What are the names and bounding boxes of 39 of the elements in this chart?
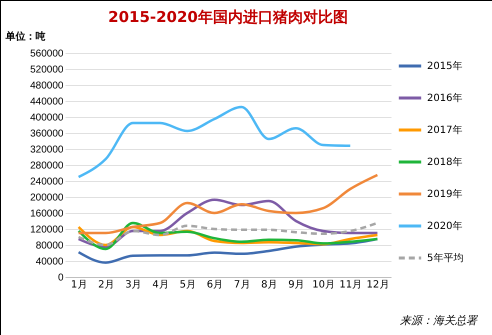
x-tick-label: 6月 xyxy=(206,280,224,290)
x-tick-label: 10月 xyxy=(312,280,335,290)
x-tick-label: 2月 xyxy=(98,280,114,290)
x-tick-label: 7月 xyxy=(234,280,250,290)
y-axis-title: 单位：吨 xyxy=(4,30,46,42)
y-tick-label: 280000 xyxy=(30,160,64,172)
y-tick-label: 240000 xyxy=(30,176,64,188)
y-tick-label: 560000 xyxy=(30,48,64,60)
legend-label: 2019年 xyxy=(427,188,462,200)
x-tick-label: 5月 xyxy=(180,280,196,290)
chart-title: 2015-2020年国内进口猪肉对比图 xyxy=(108,8,348,26)
y-tick-label: 0 xyxy=(58,272,64,284)
legend-label: 2018年 xyxy=(427,156,462,168)
line-series xyxy=(77,174,379,234)
x-tick-label: 3月 xyxy=(125,280,142,290)
legend-label: 2020年 xyxy=(427,220,462,232)
x-tick-label: 12月 xyxy=(366,280,390,290)
y-tick-label: 80000 xyxy=(36,240,64,252)
x-tick-label: 8月 xyxy=(261,280,278,290)
x-tick-label: 1月 xyxy=(70,280,88,290)
y-tick-label: 40000 xyxy=(36,256,64,268)
y-tick-label: 360000 xyxy=(30,128,64,140)
y-tick-label: 520000 xyxy=(30,64,64,76)
y-tick-label: 320000 xyxy=(30,144,64,156)
x-tick-label: 9月 xyxy=(288,280,305,290)
y-tick-label: 400000 xyxy=(30,112,64,124)
y-tick-label: 480000 xyxy=(30,80,64,92)
legend-label: 5年平均 xyxy=(427,252,464,264)
x-tick-label: 11月 xyxy=(339,280,362,290)
x-tick-label: 4月 xyxy=(152,280,169,290)
legend-label: 2017年 xyxy=(427,124,462,136)
source-note: 来源：海关总署 xyxy=(400,314,477,328)
y-tick-label: 160000 xyxy=(30,208,64,220)
legend-label: 2016年 xyxy=(427,92,462,104)
y-tick-label: 120000 xyxy=(30,224,64,236)
y-tick-label: 200000 xyxy=(30,192,64,204)
legend-label: 2015年 xyxy=(427,60,462,72)
y-tick-label: 440000 xyxy=(30,96,64,108)
line-series xyxy=(77,106,352,178)
